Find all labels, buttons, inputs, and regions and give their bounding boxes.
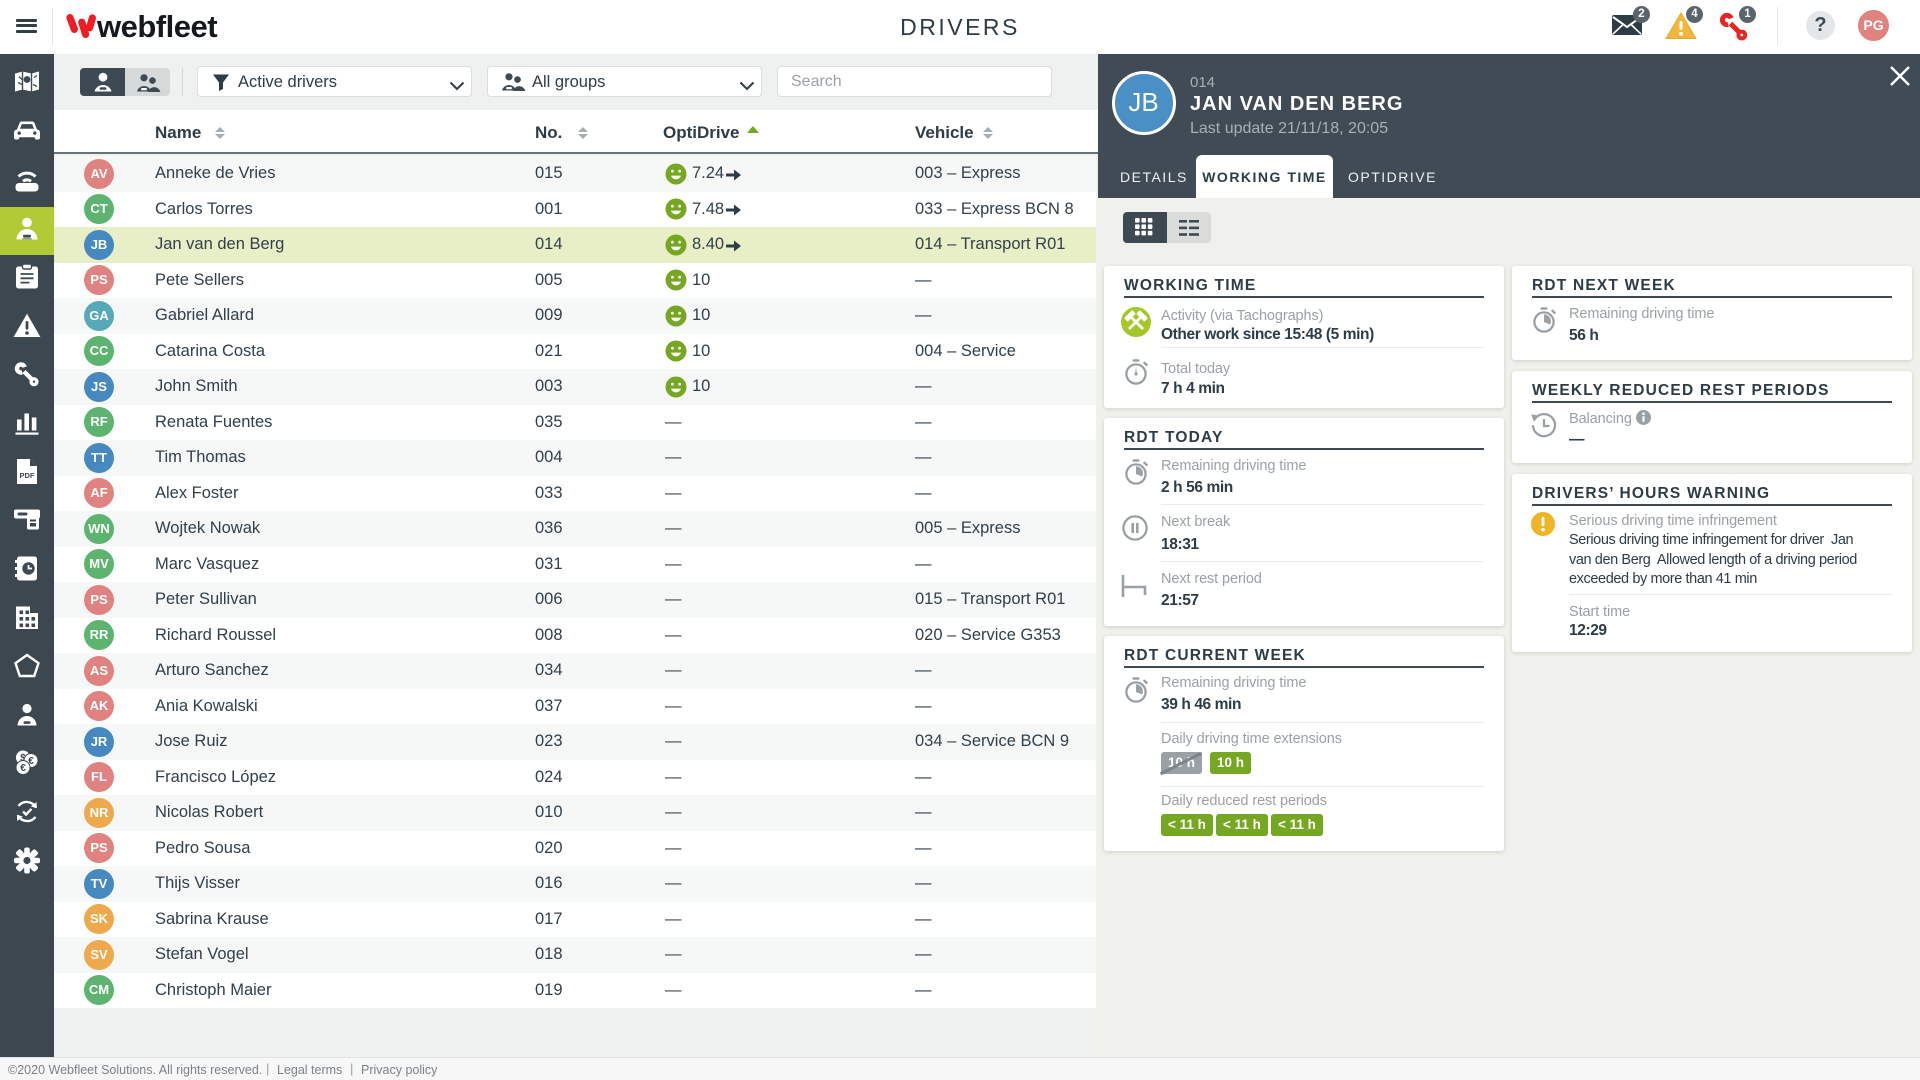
svg-text:€: € bbox=[28, 756, 34, 767]
svg-text:€: € bbox=[20, 763, 26, 774]
svg-text:$: $ bbox=[20, 753, 26, 764]
svg-text:PDF: PDF bbox=[20, 471, 35, 480]
